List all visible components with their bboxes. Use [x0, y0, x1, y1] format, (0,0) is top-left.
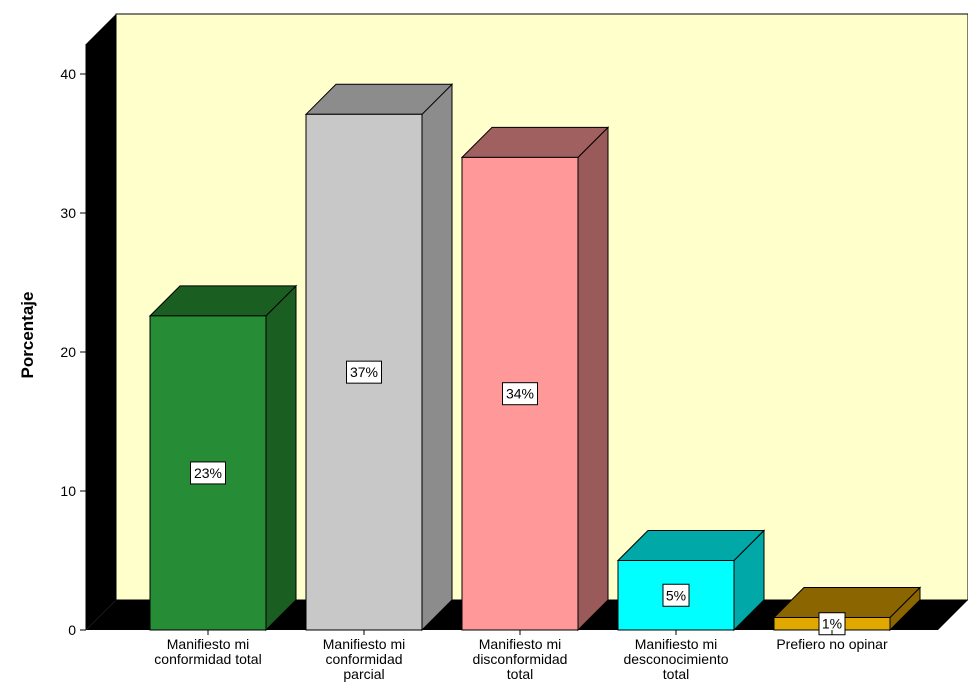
- bars: 23% 37% 34% 5% 1%: [148, 83, 922, 636]
- bar: 34%: [460, 126, 610, 632]
- y-tick-label: 0: [68, 622, 76, 638]
- x-tick-label: Prefiero no opinar: [776, 636, 888, 652]
- data-label: 5%: [666, 587, 686, 603]
- y-tick-label: 10: [60, 483, 76, 499]
- data-label-box: [346, 360, 382, 384]
- bar: 5%: [616, 529, 766, 632]
- bar-side: [421, 83, 453, 632]
- x-tick-label: Manifiesto mi disconformidad total: [473, 636, 568, 682]
- chart-left-wall: [86, 14, 116, 630]
- bar: 23%: [148, 284, 298, 632]
- y-tick-label: 40: [60, 66, 76, 82]
- bar: 37%: [304, 83, 454, 632]
- x-tick-label: Manifiesto mi conformidad total: [154, 636, 261, 667]
- data-label: 1%: [822, 616, 842, 632]
- y-tick-label: 20: [60, 344, 76, 360]
- x-tick-labels: Manifiesto mi conformidad total Manifiesto…: [154, 630, 888, 682]
- y-ticks: 0 10 20 30 40: [60, 66, 86, 638]
- data-label-box: [190, 461, 226, 485]
- bar-side: [577, 126, 609, 632]
- data-label: 23%: [194, 465, 222, 481]
- x-tick-label: Manifiesto mi conformidad parcial: [323, 636, 405, 682]
- x-tick-label: Manifiesto mi desconocimiento total: [623, 636, 728, 682]
- data-label-box: [502, 382, 538, 406]
- bar-side: [265, 284, 297, 632]
- y-tick-label: 30: [60, 205, 76, 221]
- data-label: 37%: [350, 364, 378, 380]
- data-label-box: [662, 583, 690, 607]
- data-label: 34%: [506, 386, 534, 402]
- bar: 1%: [772, 586, 922, 636]
- y-axis-label: Porcentaje: [18, 292, 37, 379]
